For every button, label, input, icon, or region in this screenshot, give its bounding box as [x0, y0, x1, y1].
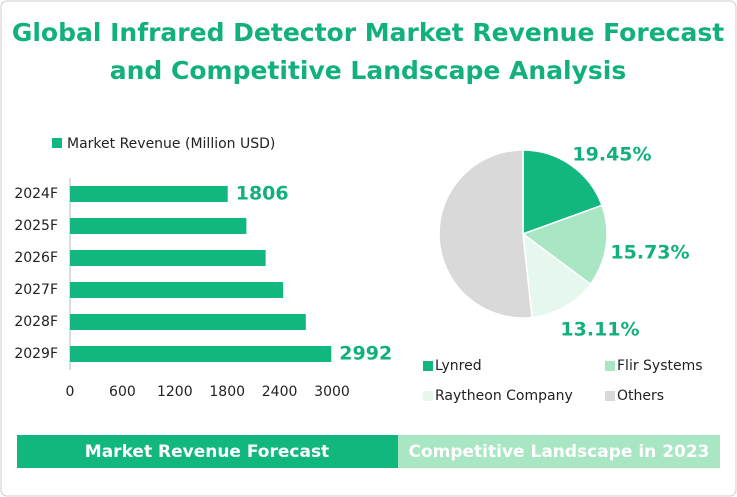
legend-swatch [423, 391, 433, 401]
y-tick-label: 2024F [14, 186, 58, 202]
pie-slice [522, 149, 603, 236]
pie-slice [522, 232, 592, 319]
x-tick-label: 600 [109, 384, 136, 400]
footer-band [17, 435, 398, 468]
bar [70, 186, 228, 202]
data-label: 19.45% [572, 144, 651, 166]
legend-label: Market Revenue (Million USD) [67, 136, 275, 152]
data-label: 2992 [339, 343, 392, 365]
footer-band [398, 435, 720, 468]
bar [70, 250, 266, 266]
data-label: 15.73% [610, 242, 689, 264]
bar [70, 346, 332, 362]
pie-slice [521, 204, 608, 286]
bar [70, 314, 306, 330]
y-tick-label: 2026F [14, 250, 58, 266]
title-line: Global Infrared Detector Market Revenue … [12, 18, 724, 47]
data-label: 1806 [236, 183, 289, 205]
bar [70, 282, 284, 298]
y-tick-label: 2028F [14, 314, 58, 330]
legend-label: Others [617, 388, 664, 404]
footer-label: Market Revenue Forecast [85, 442, 329, 462]
legend-swatch [605, 391, 615, 401]
data-label: 13.11% [560, 319, 639, 341]
legend-label: Flir Systems [617, 358, 703, 374]
pie-slice [438, 149, 533, 319]
legend-swatch [605, 361, 615, 371]
y-tick-label: 2025F [14, 218, 58, 234]
bar [70, 218, 247, 234]
footer-label: Competitive Landscape in 2023 [408, 442, 709, 462]
legend-swatch [52, 138, 62, 148]
y-tick-label: 2027F [14, 282, 58, 298]
x-tick-label: 2400 [262, 384, 298, 400]
x-tick-label: 0 [66, 384, 75, 400]
title-line: and Competitive Landscape Analysis [110, 56, 627, 85]
x-tick-label: 3000 [314, 384, 350, 400]
legend-label: Raytheon Company [435, 388, 573, 404]
x-tick-label: 1200 [157, 384, 193, 400]
legend-swatch [423, 361, 433, 371]
legend-label: Lynred [435, 358, 482, 374]
y-tick-label: 2029F [14, 346, 58, 362]
x-tick-label: 1800 [209, 384, 245, 400]
